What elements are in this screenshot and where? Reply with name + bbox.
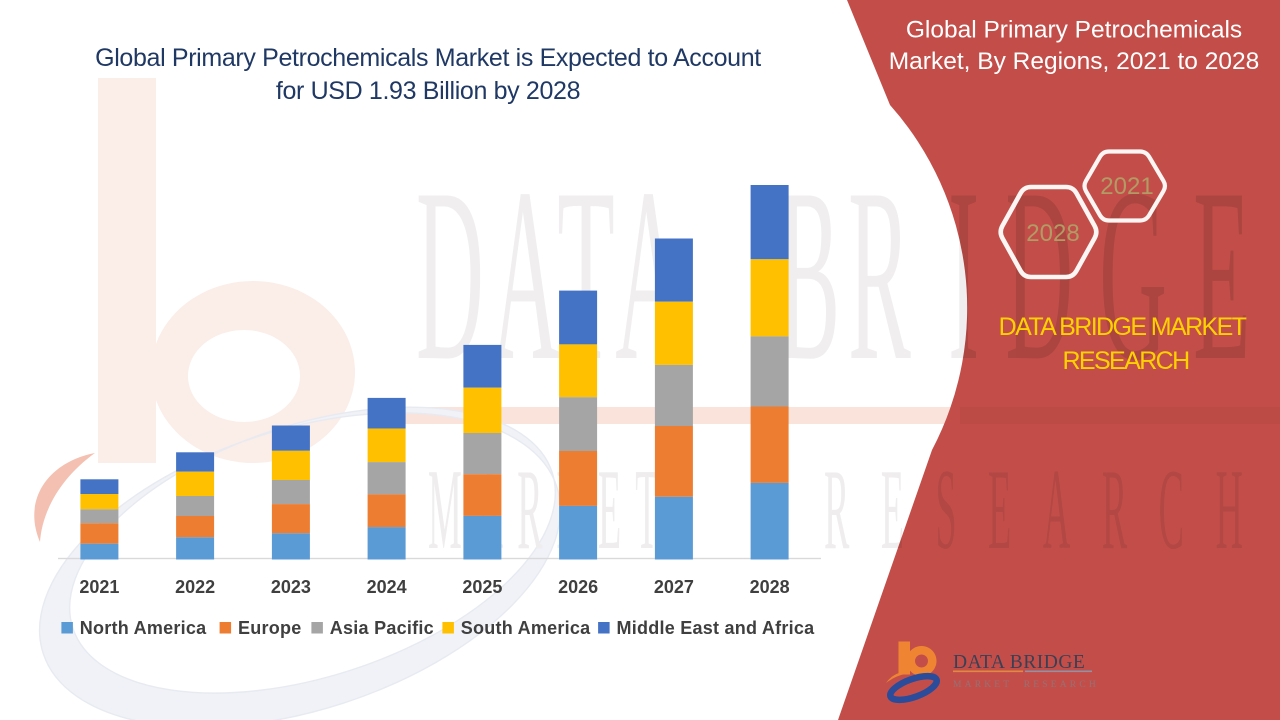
svg-text:RESEARCH: RESEARCH (1062, 347, 1189, 375)
svg-text:Global Primary Petrochemicals: Global Primary Petrochemicals Market is … (95, 44, 761, 72)
svg-text:2025: 2025 (462, 577, 502, 597)
svg-text:2024: 2024 (367, 577, 407, 597)
svg-text:IDGE: IDGE (948, 137, 1276, 412)
svg-text:2026: 2026 (558, 577, 598, 597)
svg-text:Asia Pacific: Asia Pacific (330, 618, 434, 638)
svg-text:Europe: Europe (238, 618, 302, 638)
svg-text:2028: 2028 (1026, 220, 1079, 247)
svg-text:2028: 2028 (750, 577, 790, 597)
svg-text:2021: 2021 (1100, 173, 1153, 200)
svg-text:MARKET RESEARCH: MARKET RESEARCH (953, 680, 1099, 690)
svg-text:Middle East and Africa: Middle East and Africa (617, 618, 816, 638)
svg-text:2027: 2027 (654, 577, 694, 597)
svg-text:North America: North America (80, 618, 207, 638)
svg-text:DATA BRIDGE MARKET: DATA BRIDGE MARKET (999, 313, 1247, 341)
svg-text:Market, By Regions, 2021 to 20: Market, By Regions, 2021 to 2028 (889, 48, 1259, 75)
svg-text:2021: 2021 (79, 577, 119, 597)
svg-text:South America: South America (461, 618, 591, 638)
svg-text:2022: 2022 (175, 577, 215, 597)
svg-text:Global Primary Petrochemicals: Global Primary Petrochemicals (906, 17, 1242, 44)
svg-text:2023: 2023 (271, 577, 311, 597)
svg-text:DATA BRIDGE: DATA BRIDGE (953, 652, 1085, 673)
svg-text:for USD 1.93 Billion by 2028: for USD 1.93 Billion by 2028 (276, 77, 580, 105)
